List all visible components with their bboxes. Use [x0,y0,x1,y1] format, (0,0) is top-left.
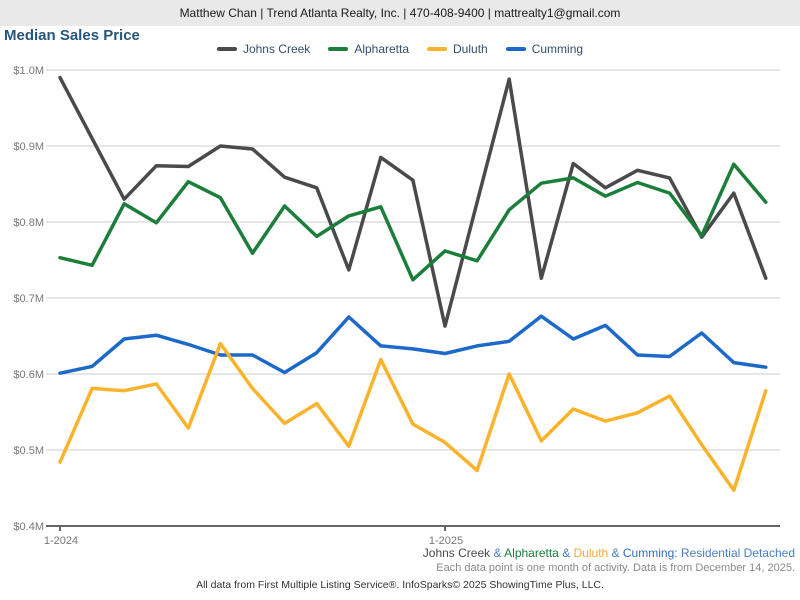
x-axis-tick-label: 1-2024 [44,535,78,547]
y-axis-tick-label: $0.6M [13,369,44,381]
y-axis-tick-label: $0.5M [13,445,44,457]
footer-series-segment: Duluth [573,546,609,560]
y-axis-tick-label: $0.9M [13,141,44,153]
y-axis-tick-label: $0.7M [13,293,44,305]
footer-attribution: All data from First Multiple Listing Ser… [196,579,604,591]
footer-series-segment: Johns Creek [422,546,491,560]
legend-item-cumming: Cumming [505,42,584,56]
legend-swatch-icon [427,47,448,51]
legend-item-duluth: Duluth [427,42,488,56]
series-line-alpharetta [58,162,768,282]
chart-legend: Johns Creek Alpharetta Duluth Cumming [0,42,800,56]
footer-series-segment: Cumming [622,546,675,560]
legend-label: Cumming [531,42,584,56]
footer-series-segment: Alpharetta [504,546,559,560]
agent-contact-bar: Matthew Chan | Trend Atlanta Realty, Inc… [0,0,800,26]
footer-series-segment: & [608,546,623,560]
footer-data-note: Each data point is one month of activity… [436,562,795,574]
legend-label: Johns Creek [242,42,311,56]
y-axis-tick-label: $1.0M [13,65,44,77]
series-line-johns-creek [58,75,768,328]
legend-swatch-icon [328,47,349,51]
page-title: Median Sales Price [4,27,140,44]
footer-series-description: Johns Creek & Alpharetta & Duluth & Cumm… [423,546,795,560]
footer-series-segment: & [490,546,505,560]
legend-item-johns-creek: Johns Creek [216,42,311,56]
series-line-duluth [58,341,768,493]
footer-series-segment: : Residential Detached [674,546,795,560]
footer-series-segment: & [558,546,574,560]
legend-swatch-icon [505,47,526,51]
y-axis-tick-label: $0.4M [13,521,44,533]
series-line-cumming [58,314,768,375]
legend-item-alpharetta: Alpharetta [328,42,409,56]
x-axis-tick-label: 1-2025 [429,535,463,547]
legend-swatch-icon [216,47,237,51]
legend-label: Alpharetta [354,42,410,56]
y-axis-tick-label: $0.8M [13,217,44,229]
legend-label: Duluth [453,42,488,56]
